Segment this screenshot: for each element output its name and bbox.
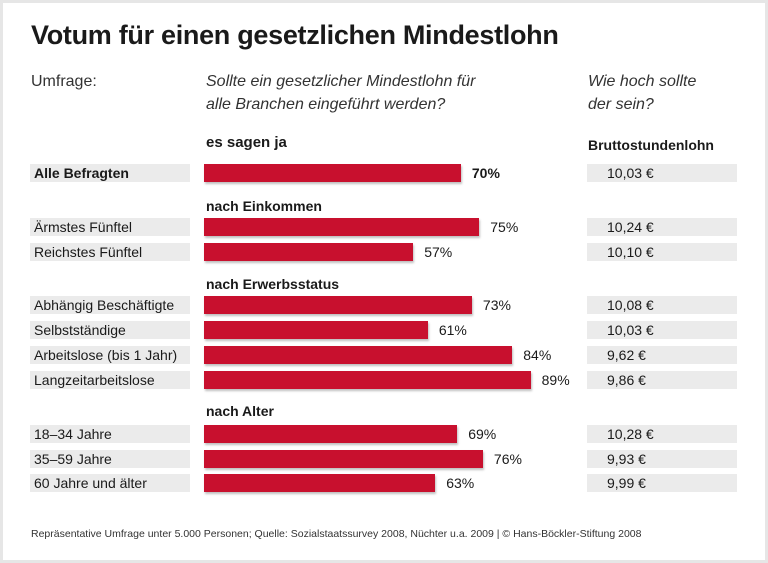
question-line: Sollte ein gesetzlicher Mindestlohn für bbox=[206, 73, 476, 90]
question2-line: Wie hoch sollte bbox=[588, 73, 697, 90]
value-label: 57% bbox=[424, 244, 453, 260]
bar bbox=[204, 321, 428, 339]
row-label: 60 Jahre und älter bbox=[30, 474, 190, 492]
value-label: 63% bbox=[446, 475, 475, 491]
wage-value: 9,93 € bbox=[587, 450, 737, 468]
bar bbox=[204, 425, 458, 443]
value-label: 84% bbox=[523, 347, 552, 363]
wage-value: 9,62 € bbox=[587, 346, 737, 364]
bar bbox=[204, 371, 531, 389]
section-header: nach Alter bbox=[206, 403, 274, 419]
bar bbox=[204, 164, 461, 182]
question-line: alle Branchen eingeführt werden? bbox=[206, 96, 446, 113]
bar bbox=[204, 474, 436, 492]
question2: Wie hoch sollte der sein? bbox=[588, 70, 696, 116]
survey-label: Umfrage: bbox=[31, 73, 97, 90]
row-label: Abhängig Beschäftigte bbox=[30, 296, 190, 314]
section-header: nach Einkommen bbox=[206, 198, 322, 214]
footnote: Repräsentative Umfrage unter 5.000 Perso… bbox=[31, 528, 642, 540]
question: Sollte ein gesetzlicher Mindestlohn für … bbox=[206, 70, 475, 116]
bar bbox=[204, 296, 472, 314]
question2-line: der sein? bbox=[588, 96, 654, 113]
bar bbox=[204, 218, 480, 236]
value-label: 69% bbox=[468, 426, 497, 442]
bar bbox=[204, 450, 483, 468]
value-label: 75% bbox=[490, 219, 519, 235]
value-label: 76% bbox=[493, 451, 522, 467]
row-label: Langzeitarbeitslose bbox=[30, 371, 190, 389]
row-label: 35–59 Jahre bbox=[30, 450, 190, 468]
value-label: 70% bbox=[471, 165, 500, 181]
row-label: 18–34 Jahre bbox=[30, 425, 190, 443]
row-label: Ärmstes Fünftel bbox=[30, 218, 190, 236]
row-label: Selbstständige bbox=[30, 321, 190, 339]
wage-header: Bruttostundenlohn bbox=[588, 137, 714, 153]
bar-header: es sagen ja bbox=[206, 134, 287, 151]
wage-value: 10,03 € bbox=[587, 164, 737, 182]
wage-value: 9,86 € bbox=[587, 371, 737, 389]
value-label: 61% bbox=[438, 322, 467, 338]
value-label: 73% bbox=[482, 297, 511, 313]
value-label: 89% bbox=[541, 372, 570, 388]
wage-value: 10,10 € bbox=[587, 243, 737, 261]
row-label: Reichstes Fünftel bbox=[30, 243, 190, 261]
section-header: nach Erwerbsstatus bbox=[206, 276, 340, 292]
wage-value: 10,28 € bbox=[587, 425, 737, 443]
bar bbox=[204, 243, 414, 261]
bar bbox=[204, 346, 513, 364]
wage-value: 10,08 € bbox=[587, 296, 737, 314]
wage-value: 10,03 € bbox=[587, 321, 737, 339]
wage-value: 10,24 € bbox=[587, 218, 737, 236]
row-label: Alle Befragten bbox=[30, 164, 190, 182]
chart-title: Votum für einen gesetzlichen Mindestlohn bbox=[31, 20, 559, 50]
row-label: Arbeitslose (bis 1 Jahr) bbox=[30, 346, 190, 364]
wage-value: 9,99 € bbox=[587, 474, 737, 492]
